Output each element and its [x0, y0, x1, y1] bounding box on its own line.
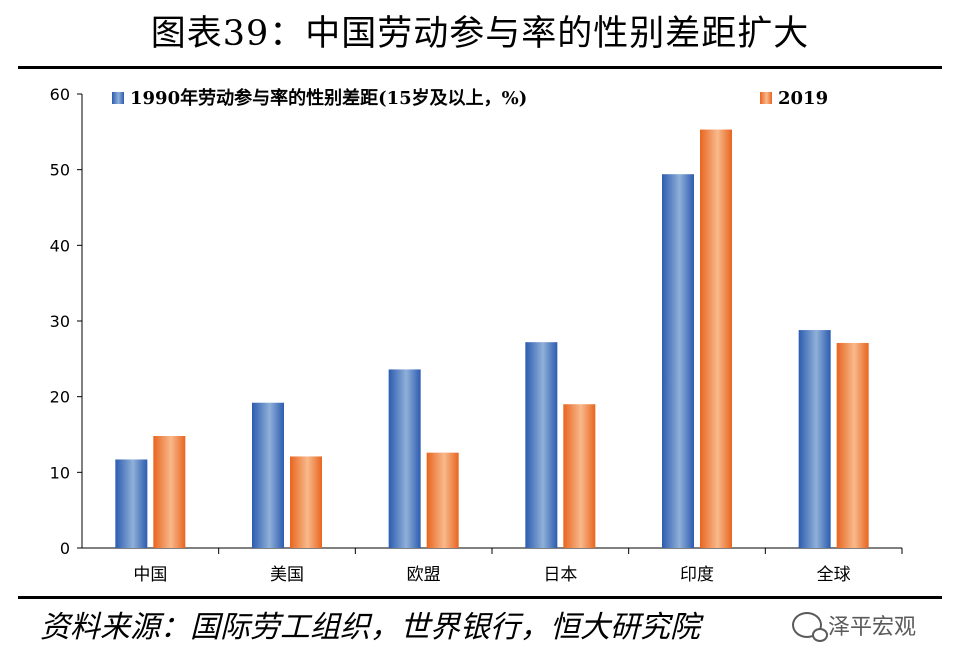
bar-1990 [798, 330, 831, 548]
y-tick-label: 30 [50, 312, 70, 331]
y-tick-label: 50 [50, 161, 70, 180]
x-tick-label: 印度 [680, 565, 714, 585]
bar-2019 [426, 452, 459, 548]
source-note: 资料来源：国际劳工组织，世界银行，恒大研究院 [40, 610, 700, 645]
bar-2019 [700, 129, 732, 548]
bar-1990 [388, 369, 421, 548]
x-tick-label: 日本 [543, 565, 577, 585]
y-tick-label: 40 [50, 236, 70, 255]
bar-2019 [290, 456, 322, 548]
y-tick-label: 20 [50, 388, 70, 407]
bar-chart: 0 10 20 30 40 50 60 中国 美国 欧盟 日本 印度 全球 1990年劳动参与率的性别差… [50, 85, 903, 585]
x-tick-label: 美国 [270, 565, 304, 585]
bar-2019 [563, 404, 596, 548]
legend-label-1990: 1990年劳动参与率的性别差距(15岁及以上，%) [130, 87, 527, 109]
y-tick-label: 10 [50, 463, 70, 482]
title-divider [18, 66, 942, 69]
bar-2019 [836, 342, 869, 548]
x-tick-label: 欧盟 [407, 565, 441, 585]
legend-label-2019: 2019 [778, 88, 828, 109]
bar-2019 [153, 436, 186, 548]
legend-swatch-1990 [112, 92, 124, 104]
bar-1990 [662, 174, 694, 548]
legend-swatch-2019 [760, 92, 772, 104]
chart-title: 图表39：中国劳动参与率的性别差距扩大 [150, 14, 810, 54]
source-divider [18, 596, 942, 599]
watermark: 泽平宏观 [792, 610, 916, 646]
x-tick-label: 中国 [133, 565, 167, 585]
y-tick-label: 60 [50, 85, 70, 104]
bar-1990 [525, 342, 558, 548]
y-tick-label: 0 [60, 539, 70, 558]
x-tick-label: 全球 [817, 565, 851, 585]
wechat-icon [792, 612, 828, 642]
watermark-text: 泽平宏观 [828, 615, 917, 640]
bar-1990 [252, 402, 284, 548]
bar-1990 [115, 459, 148, 548]
